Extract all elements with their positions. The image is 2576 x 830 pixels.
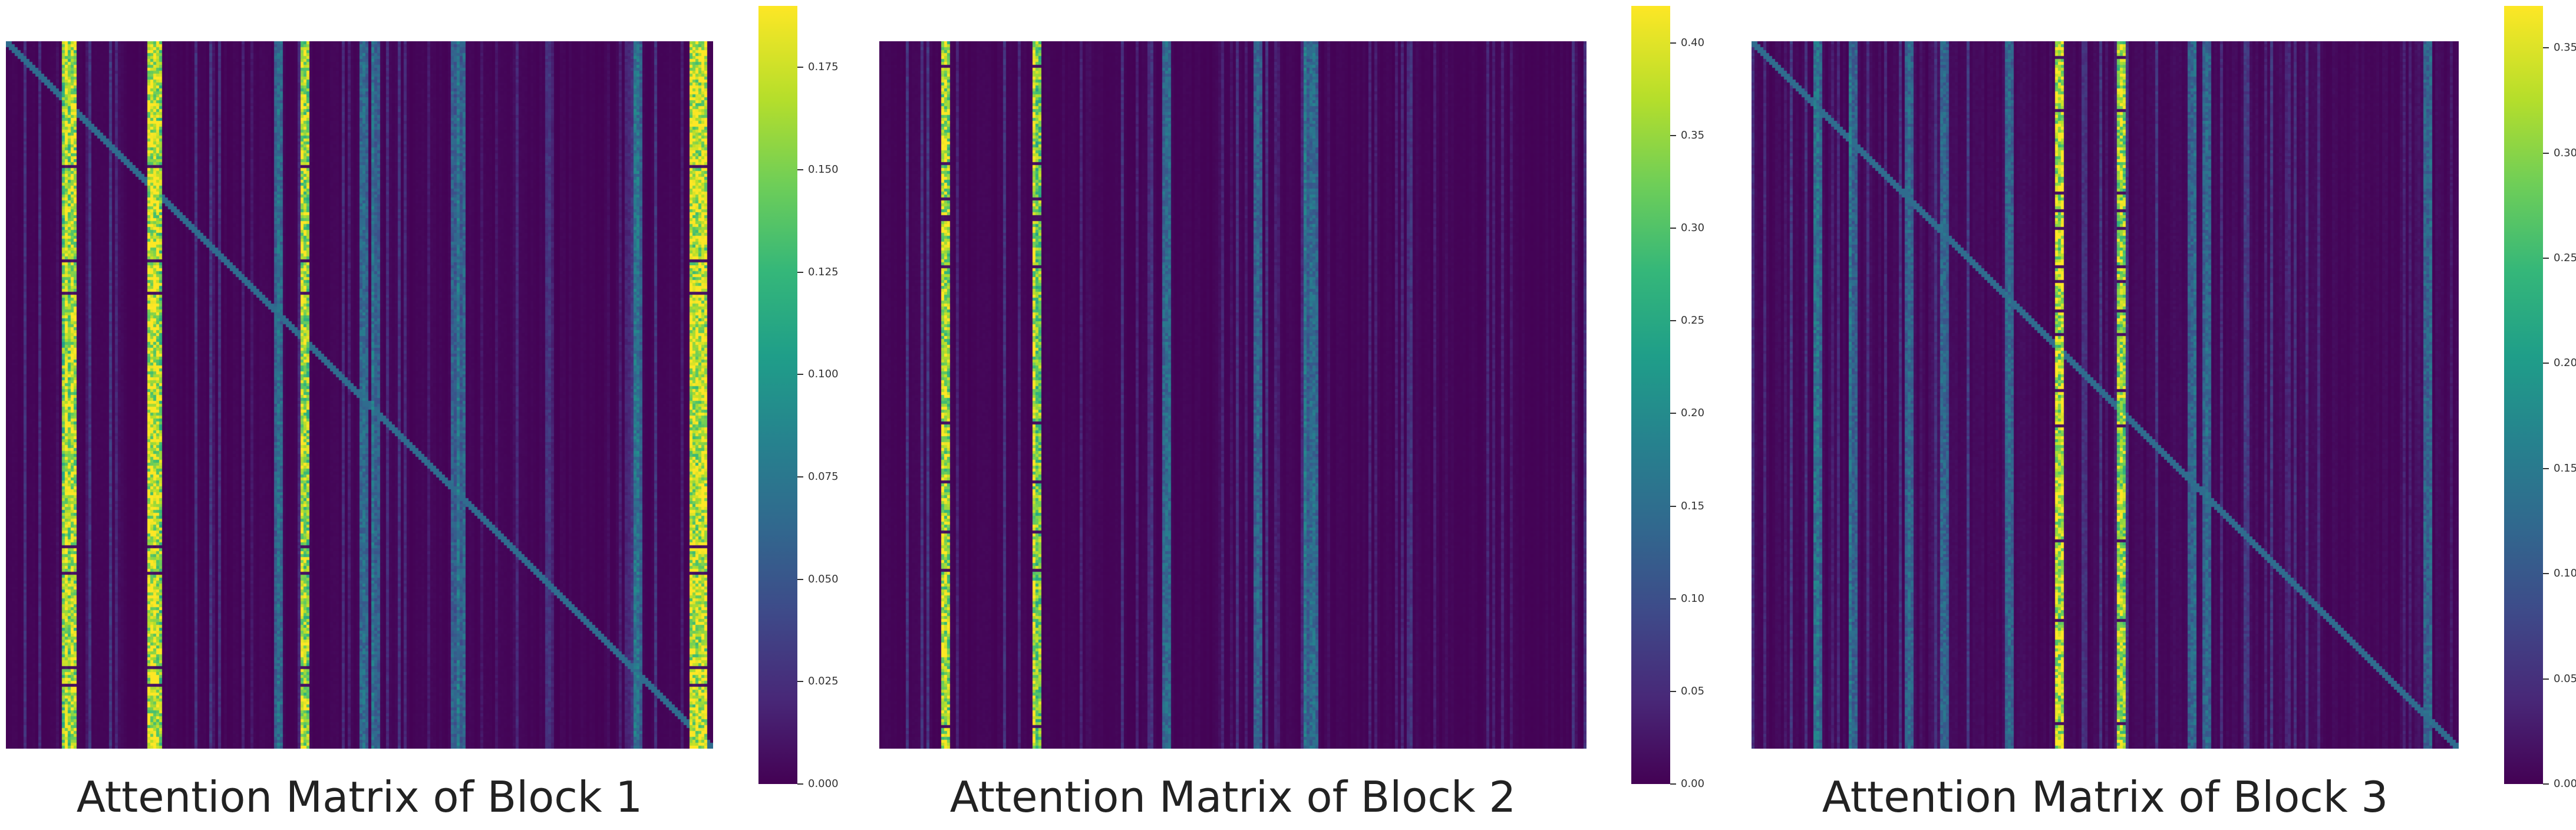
colorbar-tick-mark (2543, 678, 2549, 680)
colorbar-tick-label: 0.175 (808, 61, 839, 74)
colorbar-tick-label: 0.15 (1681, 499, 1705, 512)
colorbar-tick-label: 0.000 (808, 778, 839, 790)
colorbar-tick-label: 0.075 (808, 470, 839, 483)
colorbar-tick-label: 0.05 (1681, 684, 1705, 697)
colorbar-gradient (2504, 6, 2543, 784)
heatmap-block-1 (6, 41, 713, 749)
colorbar-tick-label: 0.40 (1681, 36, 1705, 49)
colorbar-tick-mark (2543, 47, 2549, 49)
colorbar-gradient (1631, 6, 1670, 784)
heatmap-block-3 (1752, 41, 2459, 749)
colorbar-tick-label: 0.35 (2554, 41, 2576, 54)
colorbar-tick-mark (797, 169, 803, 170)
colorbar-tick-mark (2543, 258, 2549, 259)
colorbar-tick-mark (2543, 573, 2549, 575)
colorbar-block-2: 0.00 0.05 0.10 0.15 0.20 0.25 0.30 0.35 0.40 (1631, 6, 1704, 790)
colorbar-tick-label: 0.30 (2554, 146, 2576, 159)
colorbar-tick-mark (797, 578, 803, 580)
colorbar-tick-label: 0.20 (1681, 407, 1705, 420)
colorbar-tick-mark (2543, 152, 2549, 154)
colorbar-tick-mark (1670, 135, 1676, 136)
colorbar-tick-label: 0.100 (808, 368, 839, 381)
colorbar-tick-label: 0.10 (2554, 567, 2576, 580)
colorbar-gradient (758, 6, 797, 784)
chart-title: Attention Matrix of Block 3 (1822, 772, 2389, 822)
chart-title: Attention Matrix of Block 1 (76, 772, 643, 822)
colorbar-tick-mark (2543, 363, 2549, 364)
colorbar-tick-mark (797, 476, 803, 477)
colorbar-tick-label: 0.25 (1681, 314, 1705, 327)
colorbar-tick-mark (1670, 228, 1676, 229)
colorbar-tick-mark (797, 374, 803, 376)
colorbar-tick-mark (1670, 320, 1676, 322)
colorbar-tick-label: 0.00 (2554, 778, 2576, 790)
colorbar-tick-mark (1670, 690, 1676, 692)
colorbar-tick-mark (797, 681, 803, 683)
colorbar-tick-label: 0.25 (2554, 252, 2576, 265)
colorbar-tick-label: 0.050 (808, 572, 839, 585)
colorbar-tick-mark (1670, 413, 1676, 414)
colorbar-tick-mark (2543, 467, 2549, 469)
colorbar-tick-label: 0.10 (1681, 592, 1705, 605)
colorbar-tick-mark (2543, 783, 2549, 785)
colorbar-tick-label: 0.150 (808, 163, 839, 176)
colorbar-tick-mark (1670, 505, 1676, 507)
colorbar-tick-mark (797, 783, 803, 785)
colorbar-block-1: 0.000 0.025 0.050 0.075 0.100 0.125 0.150 0.175 (758, 6, 839, 790)
chart-title: Attention Matrix of Block 2 (949, 772, 1516, 822)
colorbar-tick-label: 0.025 (808, 675, 839, 688)
heatmap-block-2 (879, 41, 1587, 749)
colorbar-tick-label: 0.15 (2554, 462, 2576, 475)
colorbar-tick-label: 0.30 (1681, 222, 1705, 235)
colorbar-tick-mark (797, 67, 803, 68)
colorbar-tick-mark (1670, 783, 1676, 785)
colorbar-tick-label: 0.05 (2554, 672, 2576, 685)
colorbar-tick-label: 0.20 (2554, 357, 2576, 370)
colorbar-tick-label: 0.35 (1681, 129, 1705, 141)
colorbar-tick-mark (1670, 42, 1676, 44)
colorbar-tick-mark (797, 271, 803, 273)
colorbar-block-3: 0.00 0.05 0.10 0.15 0.20 0.25 0.30 0.35 (2504, 6, 2576, 790)
colorbar-tick-mark (1670, 598, 1676, 600)
colorbar-tick-label: 0.00 (1681, 778, 1705, 790)
colorbar-tick-label: 0.125 (808, 265, 839, 278)
